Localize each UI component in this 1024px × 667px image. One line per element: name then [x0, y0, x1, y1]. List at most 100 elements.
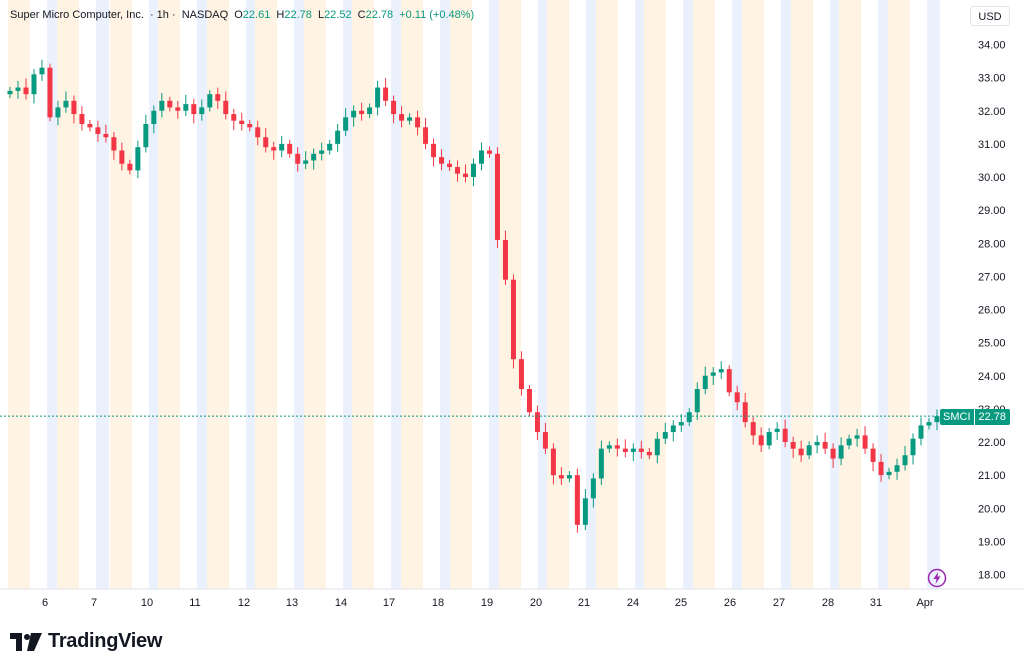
- candle-body: [638, 448, 644, 452]
- brand-name: TradingView: [48, 630, 163, 652]
- x-tick-label: 12: [238, 597, 250, 609]
- candle-body: [87, 124, 93, 128]
- candle-body: [279, 143, 285, 151]
- tradingview-mark-icon: [10, 632, 42, 651]
- candle-body: [782, 428, 788, 442]
- candle-body: [838, 445, 844, 459]
- candle-body: [590, 478, 596, 499]
- candle-body: [526, 389, 532, 413]
- candle-body: [766, 432, 772, 446]
- last-price-tag: SMCI 22.78: [940, 409, 1011, 425]
- y-tick-label: 30.00: [978, 172, 1006, 184]
- candle-body: [854, 435, 860, 439]
- premarket-band: [547, 0, 569, 589]
- candle-body: [534, 412, 540, 433]
- candle-body: [878, 461, 884, 476]
- y-tick-label: 29.00: [978, 205, 1006, 217]
- premarket-band: [352, 0, 374, 589]
- candle-body: [518, 359, 524, 389]
- candle-body: [894, 465, 900, 472]
- candle-body: [598, 448, 604, 479]
- candle-body: [7, 90, 13, 95]
- symbol-name[interactable]: Super Micro Computer, Inc.: [10, 9, 144, 21]
- candle-body: [223, 100, 229, 115]
- candle-body: [694, 389, 700, 413]
- low-label: L: [317, 9, 325, 21]
- x-tick-label: 19: [481, 597, 493, 609]
- candle-body: [486, 150, 492, 154]
- candle-body: [367, 107, 373, 115]
- premarket-band: [644, 0, 666, 589]
- candle-body: [455, 167, 461, 174]
- candle-body: [407, 117, 413, 121]
- candle-body: [886, 471, 892, 476]
- candle-body: [31, 74, 37, 95]
- candle-body: [175, 107, 181, 111]
- afterhours-band: [878, 0, 891, 589]
- x-tick-label: 14: [335, 597, 347, 609]
- last-price-value: 22.78: [974, 409, 1011, 425]
- candle-body: [207, 94, 213, 108]
- last-price-symbol: SMCI: [940, 409, 974, 425]
- candle-body: [726, 369, 732, 393]
- candle-body: [710, 372, 716, 376]
- x-tick-label: 10: [141, 597, 153, 609]
- y-tick-label: 31.00: [978, 139, 1006, 151]
- candle-body: [447, 163, 453, 168]
- candle-body: [119, 150, 125, 164]
- candle-body: [718, 369, 724, 373]
- premarket-band: [742, 0, 764, 589]
- afterhours-band: [391, 0, 404, 589]
- candle-body: [702, 375, 708, 389]
- candle-body: [343, 117, 349, 131]
- premarket-band: [8, 0, 30, 589]
- premarket-band: [158, 0, 180, 589]
- y-tick-label: 22.00: [978, 437, 1006, 449]
- afterhours-band: [489, 0, 502, 589]
- candle-body: [95, 127, 101, 134]
- candle-body: [71, 100, 77, 115]
- currency-button[interactable]: USD: [970, 6, 1010, 26]
- candle-body: [63, 100, 69, 108]
- candle-body: [478, 150, 484, 164]
- premarket-band: [596, 0, 618, 589]
- candle-body: [798, 448, 804, 456]
- candle-body: [151, 110, 157, 124]
- candle-body: [654, 438, 660, 456]
- high-label: H: [276, 9, 285, 21]
- candle-body: [159, 100, 165, 111]
- open-value: 22.61: [242, 9, 271, 21]
- premarket-band: [839, 0, 861, 589]
- interval-label[interactable]: · 1h ·: [149, 9, 176, 21]
- candle-body: [231, 114, 237, 121]
- candle-body: [630, 448, 636, 452]
- afterhours-band: [732, 0, 745, 589]
- y-tick-label: 19.00: [978, 536, 1006, 548]
- candle-body: [550, 448, 556, 476]
- candle-body: [415, 117, 421, 128]
- price-axis: 34.00 33.00 32.00 31.00 30.00 29.00 28.00 27.00…: [978, 40, 1006, 582]
- premarket-band: [401, 0, 423, 589]
- premarket-band: [693, 0, 715, 589]
- x-tick-label: 27: [773, 597, 785, 609]
- candle-body: [391, 100, 397, 115]
- x-tick-label: 11: [189, 597, 200, 609]
- candle-body: [790, 442, 796, 449]
- x-tick-label: Apr: [916, 597, 933, 609]
- premarket-band: [255, 0, 277, 589]
- x-tick-label: 17: [383, 597, 395, 609]
- y-tick-label: 32.00: [978, 106, 1006, 118]
- candle-body: [918, 425, 924, 439]
- premarket-band: [110, 0, 132, 589]
- x-tick-label: 28: [822, 597, 834, 609]
- x-tick-label: 21: [578, 597, 590, 609]
- x-tick-label: 24: [627, 597, 639, 609]
- candle-body: [574, 475, 580, 525]
- candle-body: [55, 107, 61, 118]
- lightning-alert-icon[interactable]: [927, 568, 947, 588]
- tradingview-logo[interactable]: TradingView: [10, 630, 162, 653]
- candle-body: [774, 428, 780, 433]
- candle-body: [271, 147, 277, 151]
